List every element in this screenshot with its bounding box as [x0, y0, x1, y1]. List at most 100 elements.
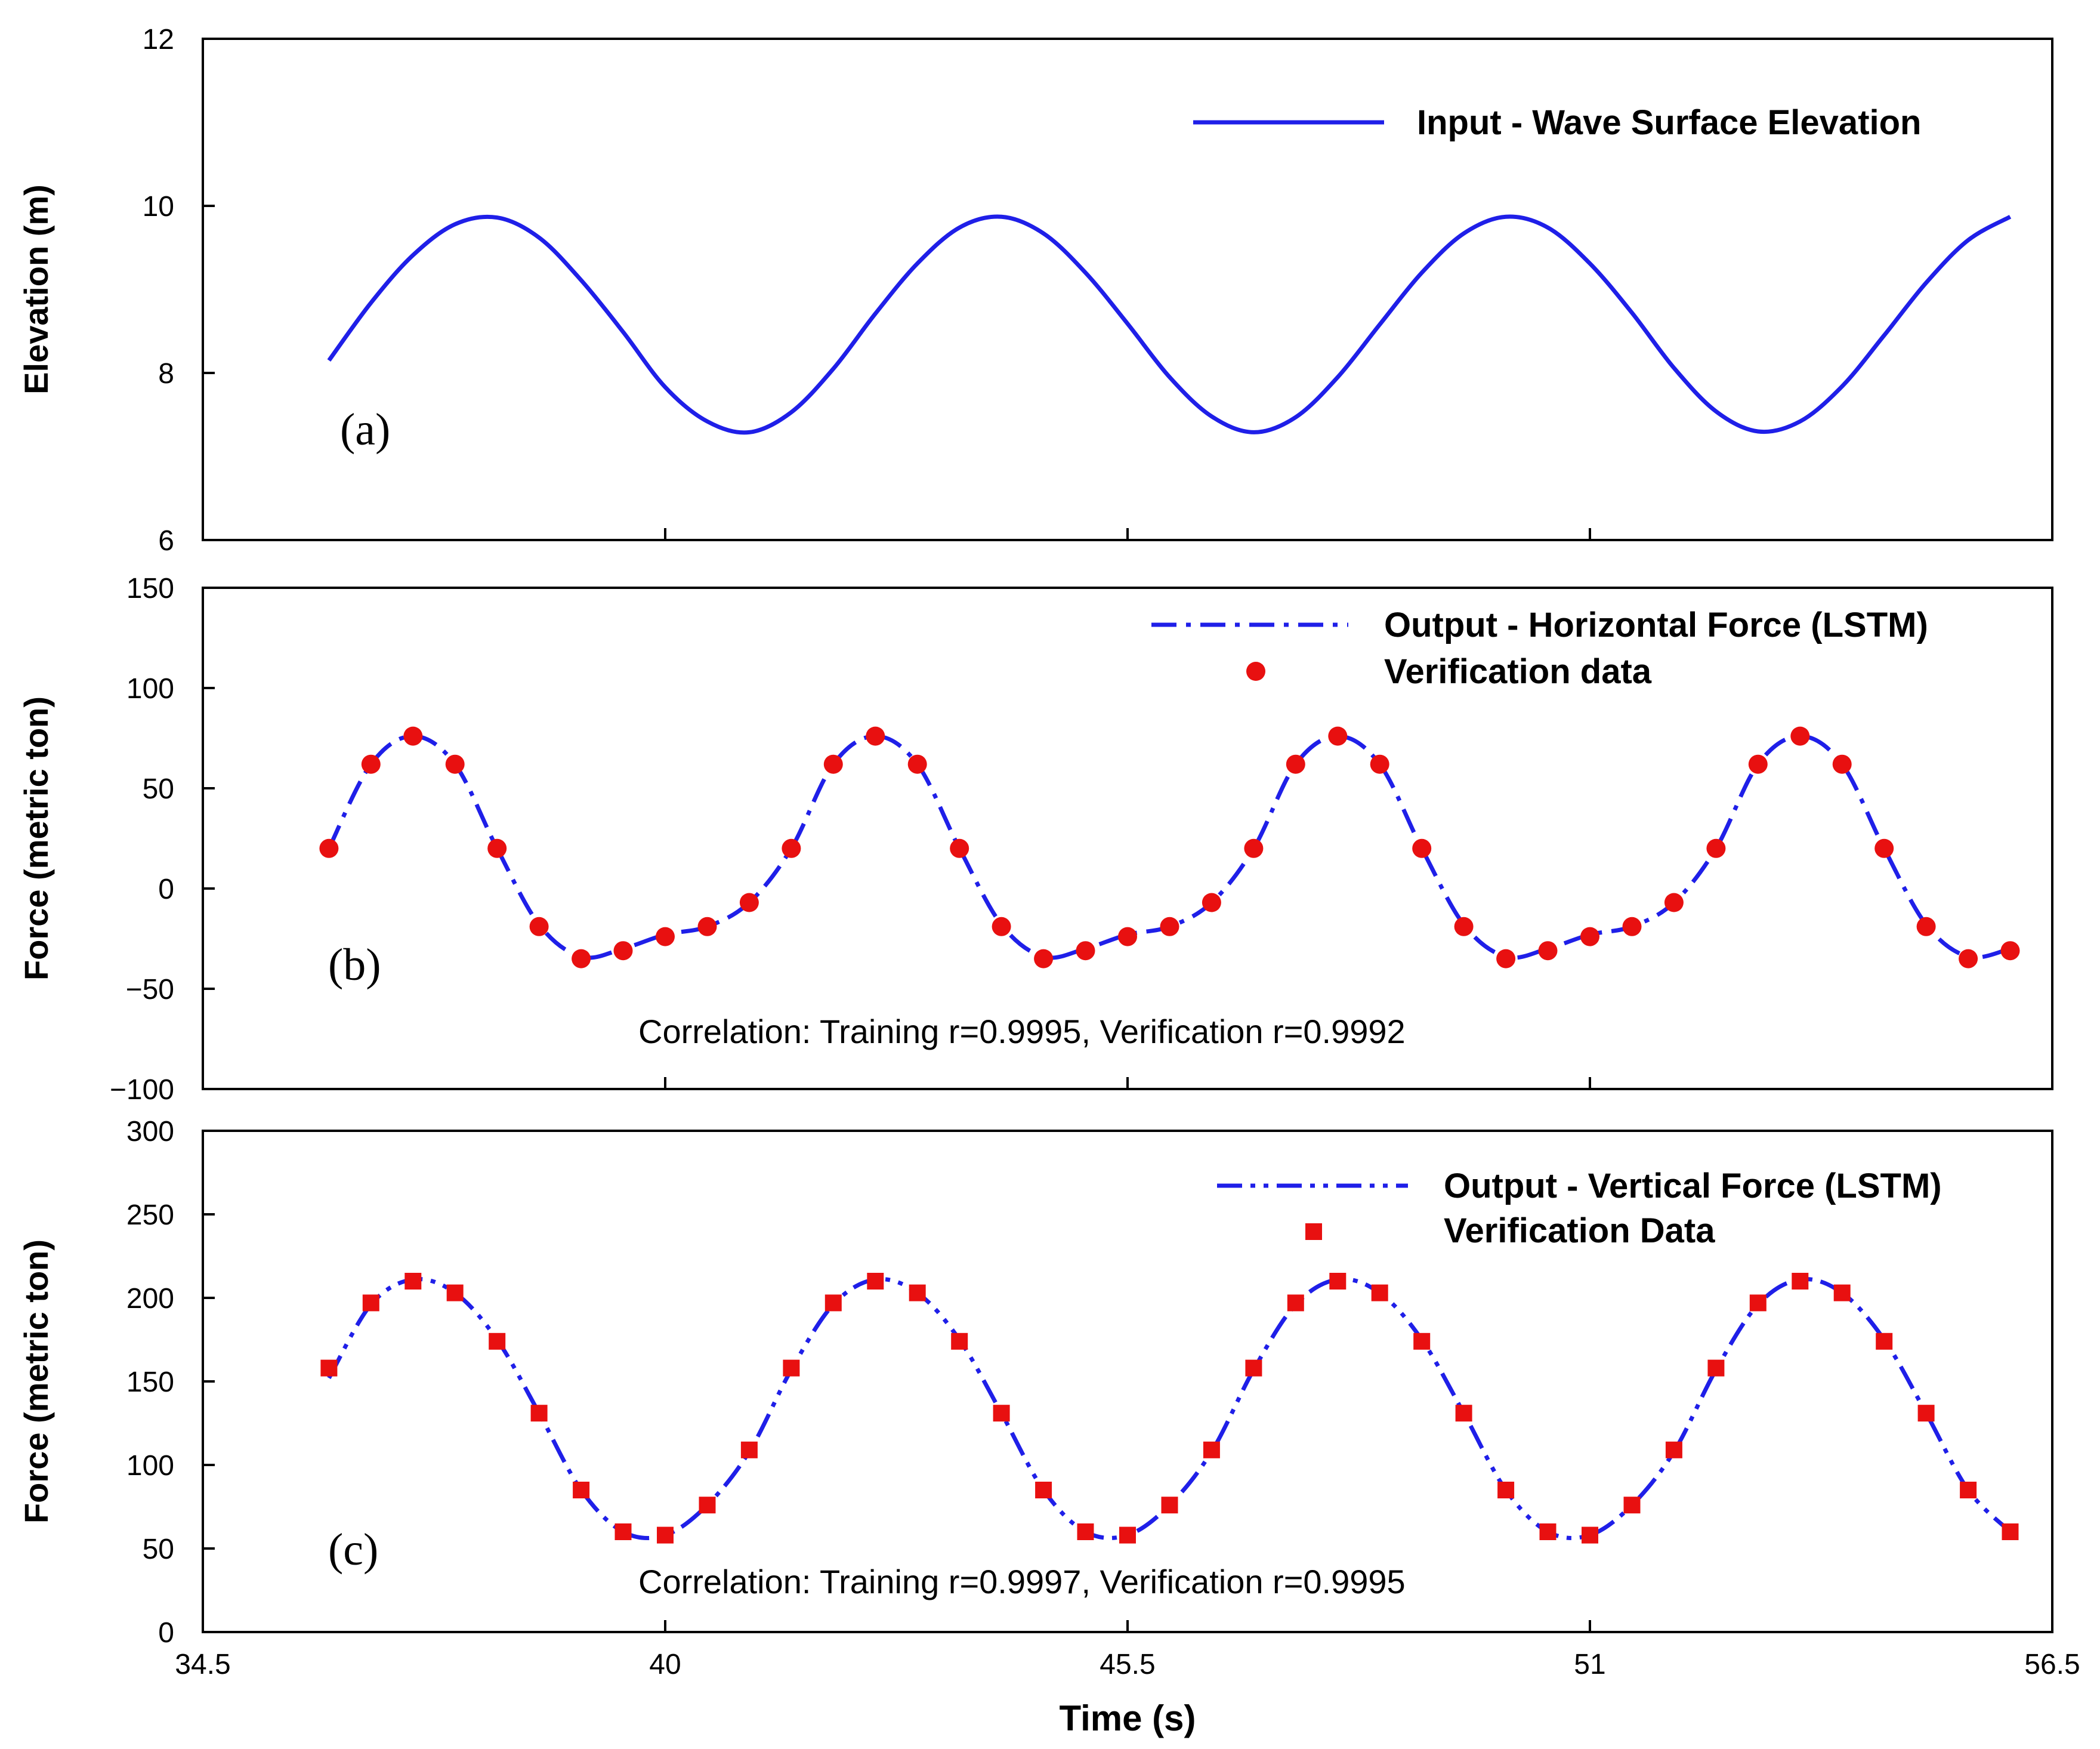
panel-b-legend-marker — [1246, 662, 1265, 681]
data-point — [1328, 726, 1348, 746]
data-point — [1244, 838, 1264, 858]
panel-b: −100 −50 0 50 100 150 Force (metric ton)… — [17, 573, 2053, 1106]
panel-c-ytick-label: 250 — [126, 1199, 174, 1231]
series-line-1-1 — [327, 214, 2012, 435]
data-point — [1833, 1284, 1851, 1301]
panel-a-xtick-marks — [664, 528, 1591, 540]
data-point — [823, 754, 843, 774]
data-point — [1580, 927, 1599, 946]
panel-c-series — [320, 1273, 2019, 1544]
panel-c-legend-marker — [1305, 1223, 1322, 1240]
data-point — [1707, 1359, 1725, 1377]
data-point — [1203, 1441, 1220, 1458]
data-point — [1161, 1497, 1178, 1514]
panel-c: 0 50 100 150 200 250 300 Force (metric t… — [17, 1116, 2053, 1649]
data-point — [1118, 927, 1137, 946]
data-point — [1035, 1482, 1052, 1498]
panel-a-ytick-label: 10 — [143, 191, 174, 223]
data-point — [1582, 1526, 1598, 1544]
panel-c-ytick-label: 300 — [126, 1116, 174, 1148]
panel-b-xtick-marks — [664, 1077, 1591, 1089]
panel-a-ytick-marks — [203, 38, 215, 541]
data-point — [1286, 754, 1305, 774]
panel-c-ytick-label: 200 — [126, 1283, 174, 1315]
panel-b-ytick-label: 100 — [126, 673, 174, 705]
panel-c-ytick-label: 150 — [126, 1366, 174, 1398]
data-point — [993, 1405, 1010, 1422]
data-point — [1790, 726, 1810, 746]
data-point — [739, 893, 759, 912]
x-tick-label: 45.5 — [1100, 1649, 1155, 1680]
panel-c-xtick-marks — [664, 1620, 1591, 1632]
x-axis: 34.5 40 45.5 51 56.5 Time (s) — [175, 1649, 2080, 1738]
data-point — [1160, 917, 1179, 936]
panel-c-legend-label-line: Output - Vertical Force (LSTM) — [1444, 1167, 1942, 1205]
x-axis-label: Time (s) — [1060, 1698, 1196, 1738]
data-point — [1664, 893, 1684, 912]
data-point — [1329, 1273, 1347, 1290]
data-point — [824, 1294, 842, 1312]
panel-b-label: (b) — [328, 940, 381, 990]
data-point — [404, 1273, 422, 1290]
data-point — [656, 927, 675, 946]
data-point — [1202, 893, 1221, 912]
data-point — [1077, 1523, 1094, 1540]
data-point — [1832, 754, 1852, 774]
data-point — [1874, 838, 1894, 858]
data-point — [1497, 1482, 1515, 1498]
panel-c-ytick-label: 50 — [143, 1534, 174, 1565]
data-point — [1917, 1405, 1935, 1422]
data-point — [1876, 1332, 1893, 1350]
panel-b-y-axis-label: Force (metric ton) — [17, 696, 55, 980]
data-point — [1706, 838, 1726, 858]
data-point — [1959, 949, 1978, 968]
data-point — [319, 838, 339, 858]
x-tick-label: 34.5 — [175, 1649, 230, 1680]
data-point — [1623, 1497, 1641, 1514]
data-point — [1792, 1273, 1809, 1290]
data-point — [1413, 1332, 1431, 1350]
data-point — [909, 1284, 926, 1301]
panel-c-correlation-note: Correlation: Training r=0.9997, Verifica… — [638, 1563, 1406, 1600]
data-point — [1749, 1294, 1767, 1312]
data-point — [361, 754, 381, 774]
x-tick-label: 40 — [649, 1649, 681, 1680]
data-point — [1034, 949, 1054, 968]
data-point — [572, 949, 591, 968]
data-point — [697, 917, 717, 936]
data-point — [1287, 1294, 1304, 1312]
panel-b-ytick-label: 150 — [126, 573, 174, 604]
panel-c-frame — [202, 1130, 2053, 1633]
x-tick-label: 51 — [1574, 1649, 1605, 1680]
data-point — [1454, 917, 1474, 936]
panel-b-ytick-label: 0 — [158, 874, 174, 905]
panel-b-legend-label-markers: Verification data — [1384, 652, 1652, 691]
panel-a-ytick-label: 12 — [143, 24, 174, 55]
data-point — [1370, 754, 1389, 774]
panel-a-ytick-label: 6 — [158, 525, 174, 557]
data-point — [1665, 1441, 1682, 1458]
data-point — [1119, 1526, 1136, 1544]
panel-b-series — [319, 726, 2020, 968]
data-point — [614, 1523, 632, 1540]
data-point — [1538, 941, 1558, 961]
panel-c-y-axis-label: Force (metric ton) — [17, 1239, 55, 1523]
data-point — [1539, 1523, 1557, 1540]
panel-b-ytick-label: 50 — [143, 773, 174, 805]
panel-b-legend-label-line: Output - Horizontal Force (LSTM) — [1384, 606, 1928, 644]
data-point — [907, 754, 927, 774]
panel-a-y-axis-label: Elevation (m) — [17, 184, 55, 394]
data-point — [1622, 917, 1642, 936]
data-point — [2000, 941, 2020, 961]
data-point — [489, 1332, 506, 1350]
panel-c-legend-label-markers: Verification Data — [1444, 1211, 1715, 1250]
data-point — [740, 1441, 758, 1458]
panel-c-label: (c) — [328, 1525, 378, 1575]
data-point — [951, 1332, 968, 1350]
x-tick-label: 56.5 — [2024, 1649, 2080, 1680]
series-line-2-1 — [327, 734, 2011, 960]
data-point — [950, 838, 969, 858]
data-point — [487, 838, 507, 858]
panel-a-series — [327, 214, 2012, 435]
panel-a-ytick-label: 8 — [158, 358, 174, 390]
